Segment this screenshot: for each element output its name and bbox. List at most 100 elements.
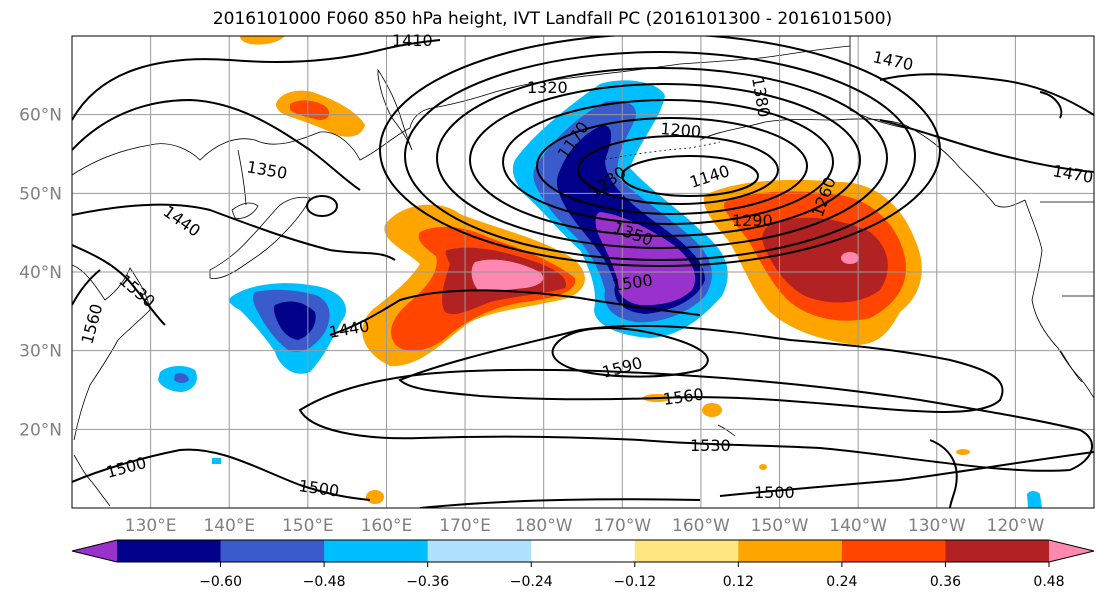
positive-anomaly-dateline-peak <box>471 259 544 291</box>
positive-anomaly-spot-2 <box>702 403 722 417</box>
colorbar-tick-label-2: −0.36 <box>406 574 449 590</box>
coastline-north-america <box>1024 199 1094 399</box>
coastline-sakhalin <box>237 149 247 206</box>
positive-anomaly-spot-5 <box>759 464 767 470</box>
coastlines <box>72 36 1094 507</box>
lon-tick-label-11: 120°W <box>987 516 1045 536</box>
contour-1560-west <box>72 269 101 306</box>
negative-anomaly-subtropics-inner <box>174 373 189 383</box>
contour-low-3 <box>536 117 808 215</box>
colorbar-swatch-2 <box>220 540 325 562</box>
coastline-hokkaido <box>231 202 259 219</box>
colorbar-tick-label-3: −0.24 <box>510 574 553 590</box>
contour-label-1320: 1320 <box>527 78 568 97</box>
positive-anomaly-ne-pacific-peak <box>841 252 859 264</box>
contour-1530-west <box>72 244 166 326</box>
contour-label-1410: 1410 <box>392 31 433 50</box>
lat-tick-label-4: 20°N <box>19 420 62 440</box>
colorbar-swatch-9 <box>945 540 1050 562</box>
lon-tick-label-5: 180°W <box>515 516 573 536</box>
lat-tick-label-2: 40°N <box>19 263 62 283</box>
contour-1590-high <box>551 327 709 378</box>
coastline-kamchatka <box>377 68 413 151</box>
coastline-asia <box>72 45 851 176</box>
colorbar-outline <box>71 539 1095 563</box>
contour-1440-west <box>72 203 396 261</box>
latitude-labels: 60°N 50°N 40°N 30°N 20°N <box>19 106 62 441</box>
coastline-philippines <box>73 454 111 507</box>
map-title: 2016101000 F060 850 hPa height, IVT Land… <box>212 9 893 29</box>
graticule <box>72 36 1094 508</box>
contour-1500-southeast <box>719 451 1094 497</box>
lon-tick-label-8: 150°W <box>751 516 809 536</box>
contour-low-7 <box>404 51 916 261</box>
lon-tick-label-3: 160°E <box>361 516 413 536</box>
contour-low-center <box>621 155 759 197</box>
colorbar-swatch-6 <box>634 540 739 562</box>
contour-1410-north <box>72 39 441 121</box>
coastline-japan <box>209 196 311 279</box>
coastline-aleutians <box>599 141 721 161</box>
positive-anomaly-small-north <box>240 36 285 45</box>
colorbar-tick-label-5: 0.12 <box>723 574 754 590</box>
lon-tick-label-7: 160°W <box>672 516 730 536</box>
contour-low-6 <box>436 67 888 249</box>
contour-small-low <box>306 195 338 217</box>
colorbar-tick-label-7: 0.36 <box>930 574 961 590</box>
colorbar-swatch-8 <box>841 540 946 562</box>
colorbar-tick-label-6: 0.24 <box>826 574 857 590</box>
colorbar-swatch-10 <box>1049 540 1094 562</box>
contour-1350-west <box>72 98 361 191</box>
contour-1500-bottom <box>419 498 701 508</box>
lat-tick-label-1: 50°N <box>19 184 62 204</box>
negative-anomaly-spot-1 <box>212 458 221 464</box>
lon-tick-label-9: 140°W <box>829 516 887 536</box>
negative-anomaly-trough-peak <box>595 212 696 306</box>
colorbar-tick-label-1: −0.48 <box>303 574 346 590</box>
colorbar-swatch-1 <box>117 540 222 562</box>
contour-1500-south <box>72 448 371 501</box>
colorbar-swatch-5 <box>531 540 636 562</box>
contour-label-1290: 1290 <box>732 211 773 230</box>
negative-anomaly-spot-2 <box>1027 491 1042 508</box>
positive-anomaly-ne-pacific-inner2 <box>762 217 888 303</box>
height-contours <box>72 36 1094 508</box>
contour-label-1200: 1200 <box>660 119 702 141</box>
colorbar: −0.60 −0.48 −0.36 −0.24 −0.12 0.12 0.24 0.36 0.4… <box>71 539 1095 590</box>
colorbar-swatch-3 <box>324 540 429 562</box>
border-alaska-canada <box>849 36 906 129</box>
negative-anomaly-japan-inner2 <box>273 301 316 340</box>
colorbar-swatch-0 <box>72 540 117 562</box>
contour-1440-south <box>329 289 701 336</box>
colorbar-tick-label-0: −0.60 <box>199 574 242 590</box>
contour-label-1500-se: 1500 <box>754 483 795 502</box>
colorbar-tick-label-4: −0.12 <box>613 574 656 590</box>
contour-1530-ridge <box>298 368 1093 472</box>
map-frame <box>71 35 1095 509</box>
contour-1470-east2 <box>879 119 1094 173</box>
coastline-alaska <box>699 118 1026 208</box>
lon-tick-label-10: 130°W <box>908 516 966 536</box>
lon-tick-label-6: 170°W <box>593 516 651 536</box>
colorbar-swatch-4 <box>427 540 532 562</box>
coastline-baja <box>1059 349 1083 383</box>
contour-low-4 <box>502 99 834 225</box>
contour-label-1530-ridge: 1530 <box>690 436 731 455</box>
contour-1470-east <box>879 73 1094 116</box>
coastline-korea-china <box>72 264 151 441</box>
lat-tick-label-0: 60°N <box>19 106 62 126</box>
positive-anomaly-spot-4 <box>956 449 970 455</box>
coastline-hawaii <box>717 424 736 437</box>
contour-small-ne <box>1039 91 1063 119</box>
contour-low-2 <box>577 135 779 205</box>
lon-tick-label-4: 170°E <box>439 516 491 536</box>
lon-tick-label-2: 150°E <box>282 516 334 536</box>
lon-tick-label-1: 140°E <box>203 516 255 536</box>
contour-low-5 <box>469 83 861 237</box>
contour-1470-southeast <box>929 439 958 508</box>
contour-1560-ridge <box>398 324 1004 413</box>
contour-low-8 <box>379 36 941 267</box>
lat-tick-label-3: 30°N <box>19 342 62 362</box>
colorbar-tick-label-8: 0.48 <box>1033 574 1064 590</box>
